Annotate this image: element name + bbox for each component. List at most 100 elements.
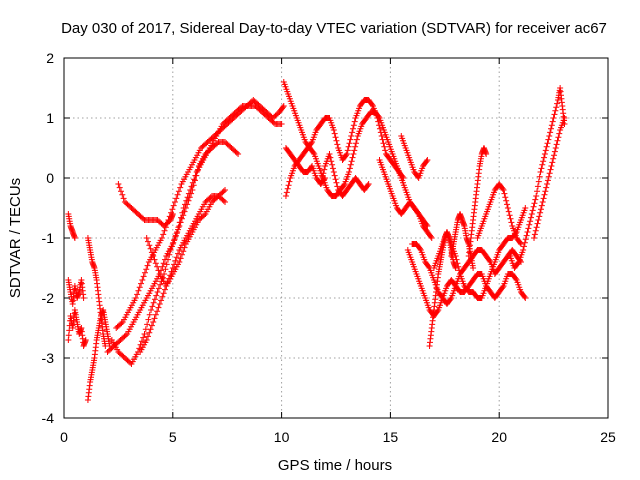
data-point-1777 (508, 219, 515, 226)
y-tick-label-6: 2 (46, 50, 54, 66)
data-point-1769 (501, 190, 508, 197)
data-point-333 (170, 239, 177, 246)
data-point-1068 (322, 175, 329, 181)
data-point-1817 (531, 200, 538, 207)
data-point-242 (178, 215, 185, 222)
data-point-1216 (428, 235, 435, 241)
data-point-328 (163, 261, 170, 268)
data-points (65, 79, 568, 403)
data-point-1815 (529, 207, 536, 214)
data-point-323 (157, 281, 164, 288)
data-point-350 (192, 172, 199, 179)
data-point-1881 (549, 159, 556, 166)
data-point-1124 (365, 181, 372, 187)
data-point-1776 (507, 215, 514, 222)
data-point-546 (279, 104, 286, 111)
data-point-1887 (554, 137, 561, 144)
data-point-284 (233, 149, 240, 156)
data-point-1001 (382, 147, 389, 154)
data-point-338 (176, 219, 183, 226)
data-point-199 (122, 332, 129, 339)
data-point-1774 (505, 208, 512, 215)
data-point-1645 (522, 205, 529, 211)
data-point-1768 (500, 187, 507, 193)
data-point-1872 (541, 191, 548, 198)
data-point-465 (175, 188, 182, 195)
data-point-76 (80, 295, 87, 301)
data-point-1767 (499, 185, 506, 192)
data-point-441 (144, 262, 151, 269)
data-point-958 (344, 147, 351, 154)
data-point-1808 (523, 232, 530, 239)
data-point-1372 (425, 263, 432, 270)
data-point-1831 (543, 143, 550, 150)
data-point-888 (283, 189, 290, 196)
data-point-1818 (532, 196, 539, 203)
data-point-891 (286, 178, 293, 185)
data-point-549 (116, 184, 123, 191)
data-point-960 (346, 140, 353, 147)
data-point-336 (174, 229, 181, 235)
data-point-1809 (524, 229, 531, 235)
data-point-1070 (318, 177, 325, 184)
axis-ticks (63, 57, 609, 419)
data-point-1837 (548, 122, 555, 129)
data-point-1073 (321, 166, 328, 173)
data-point-313 (144, 321, 151, 328)
data-point-462 (171, 199, 178, 205)
data-point-1819 (533, 193, 540, 199)
y-axis-label: SDTVAR / TECUs (7, 178, 24, 298)
data-point-669 (155, 267, 162, 274)
data-point-659 (222, 199, 229, 205)
data-point-337 (175, 224, 182, 231)
data-point-1882 (550, 155, 557, 162)
data-point-1442 (486, 257, 493, 264)
data-point-332 (168, 243, 175, 250)
data-point-435 (136, 284, 143, 291)
data-point-607 (154, 308, 161, 315)
data-point-1154 (423, 158, 430, 165)
data-point-1770 (502, 194, 509, 201)
data-point-593 (169, 211, 176, 217)
data-point-1873 (542, 188, 549, 195)
data-point-916 (308, 140, 315, 147)
data-point-1829 (541, 151, 548, 157)
data-point-1888 (555, 134, 562, 141)
data-point-1021 (399, 173, 406, 180)
data-point-347 (188, 183, 195, 190)
data-point-1878 (546, 170, 553, 177)
data-point-343 (183, 197, 190, 204)
data-point-339 (178, 214, 185, 221)
data-point-1880 (548, 163, 555, 169)
x-tick-label-4: 20 (491, 429, 507, 445)
data-point-1874 (543, 184, 550, 191)
data-point-1842 (553, 104, 560, 111)
data-point-685 (176, 259, 183, 265)
chart-title: Day 030 of 2017, Sidereal Day-to-day VTE… (61, 20, 607, 37)
data-point-464 (174, 191, 181, 198)
data-point-227 (159, 263, 166, 270)
data-point-889 (284, 185, 291, 192)
data-point-965 (350, 122, 357, 129)
data-point-1830 (542, 147, 549, 154)
data-point-1879 (547, 166, 554, 173)
data-point-962 (348, 133, 355, 139)
data-point-316 (148, 307, 155, 313)
data-point-1807 (522, 236, 529, 243)
data-point-1773 (504, 205, 511, 211)
data-point-334 (171, 236, 178, 243)
data-point-567 (140, 215, 147, 222)
data-point-348 (189, 179, 196, 186)
data-point-687 (178, 251, 185, 258)
data-point-1000 (381, 143, 388, 150)
data-point-804 (353, 140, 360, 147)
data-point-957 (343, 151, 350, 157)
data-point-668 (154, 263, 161, 270)
data-point-755 (310, 149, 317, 156)
data-point-434 (135, 287, 142, 294)
data-point-1079 (326, 151, 333, 157)
data-point-327 (162, 266, 169, 273)
data-point-613 (161, 286, 168, 293)
x-tick-label-0: 0 (60, 429, 68, 445)
data-point-452 (158, 235, 165, 241)
